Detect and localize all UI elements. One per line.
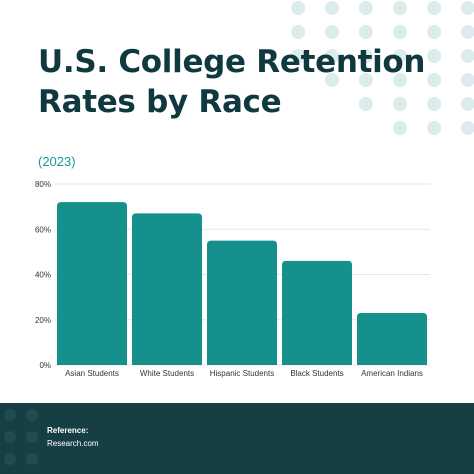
decorative-dot bbox=[461, 25, 474, 39]
y-tick-label: 80% bbox=[35, 180, 51, 189]
decorative-dot bbox=[461, 121, 474, 135]
decorative-dot bbox=[325, 25, 339, 39]
chart-subtitle: (2023) bbox=[38, 154, 76, 169]
chart-title-line-2: Rates by Race bbox=[38, 84, 282, 120]
decorative-dot bbox=[325, 49, 339, 63]
x-tick-label: Asian Students bbox=[65, 369, 119, 378]
bar bbox=[207, 240, 277, 365]
decorative-dot bbox=[291, 49, 305, 63]
decorative-dot bbox=[427, 25, 441, 39]
decorative-dot bbox=[393, 25, 407, 39]
decorative-dot bbox=[393, 73, 407, 87]
reference-label: Reference: bbox=[47, 426, 89, 435]
decorative-dots-footer bbox=[4, 409, 38, 465]
decorative-dot bbox=[359, 73, 373, 87]
footer: Reference: Research.com bbox=[0, 403, 474, 474]
chart-title-line-1: U.S. College Retention bbox=[38, 44, 426, 80]
decorative-dot bbox=[427, 121, 441, 135]
decorative-dots-top-right bbox=[291, 1, 474, 135]
bar bbox=[357, 312, 427, 365]
y-tick-label: 0% bbox=[39, 361, 51, 370]
decorative-dot bbox=[291, 25, 305, 39]
reference-source: Research.com bbox=[47, 439, 99, 448]
decorative-dot bbox=[461, 1, 474, 15]
decorative-dot bbox=[359, 97, 373, 111]
decorative-dot bbox=[26, 431, 38, 443]
decorative-dot bbox=[393, 121, 407, 135]
decorative-dot bbox=[427, 97, 441, 111]
decorative-dot bbox=[359, 1, 373, 15]
decorative-dot bbox=[4, 453, 16, 465]
decorative-dot bbox=[4, 409, 16, 421]
decorative-dot bbox=[461, 97, 474, 111]
decorative-dot bbox=[359, 49, 373, 63]
decorative-dot bbox=[325, 73, 339, 87]
decorative-dot bbox=[461, 73, 474, 87]
y-tick-label: 60% bbox=[35, 225, 51, 234]
decorative-dot bbox=[291, 1, 305, 15]
decorative-dot bbox=[4, 431, 16, 443]
chart-title: U.S. College Retention Rates by Race bbox=[38, 42, 426, 122]
x-tick-label: White Students bbox=[140, 369, 194, 378]
y-tick-label: 20% bbox=[35, 316, 51, 325]
decorative-dot bbox=[461, 49, 474, 63]
decorative-dot bbox=[393, 1, 407, 15]
bar bbox=[282, 260, 352, 365]
decorative-dot bbox=[26, 409, 38, 421]
bar bbox=[57, 202, 127, 365]
y-tick-label: 40% bbox=[35, 271, 51, 280]
x-tick-label: American Indians bbox=[361, 369, 423, 378]
x-tick-label: Black Students bbox=[290, 369, 343, 378]
decorative-dot bbox=[427, 73, 441, 87]
decorative-dot bbox=[26, 453, 38, 465]
decorative-dot bbox=[393, 49, 407, 63]
bar bbox=[132, 213, 202, 365]
bar-chart: 0% 20% 40% 60% 80% Asian Students White Studen… bbox=[35, 180, 430, 378]
decorative-dot bbox=[359, 25, 373, 39]
decorative-dot bbox=[427, 1, 441, 15]
decorative-dot bbox=[393, 97, 407, 111]
decorative-dot bbox=[325, 1, 339, 15]
x-tick-label: Hispanic Students bbox=[210, 369, 274, 378]
decorative-dot bbox=[427, 49, 441, 63]
